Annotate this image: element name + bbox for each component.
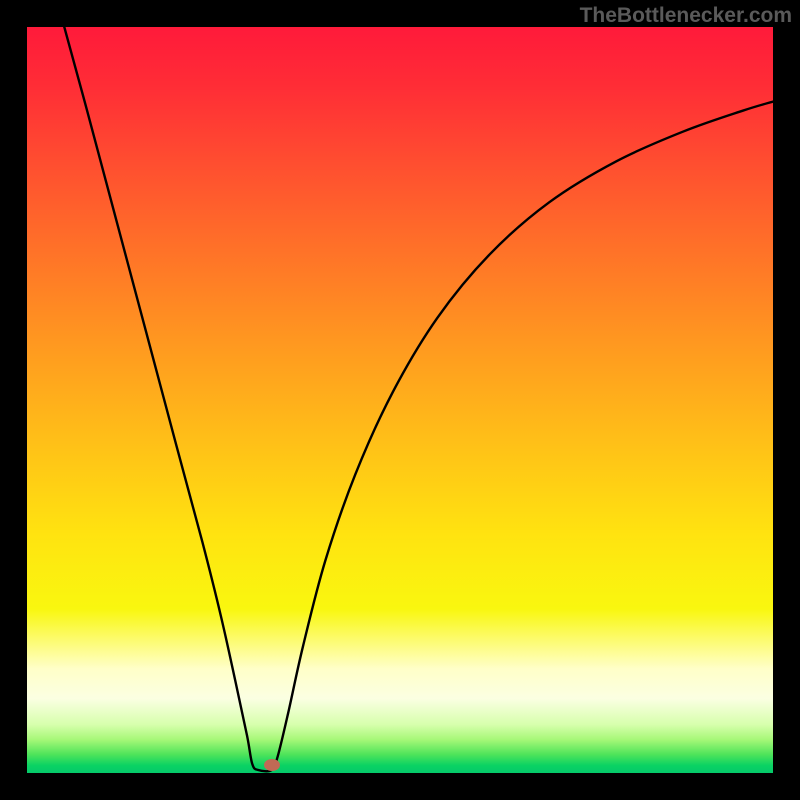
watermark-text: TheBottlenecker.com [580,4,792,28]
curve-marker [264,759,280,771]
curve-svg [27,27,773,773]
chart-container: TheBottlenecker.com [0,0,800,800]
bottleneck-curve [64,27,773,771]
plot-area [27,27,773,773]
